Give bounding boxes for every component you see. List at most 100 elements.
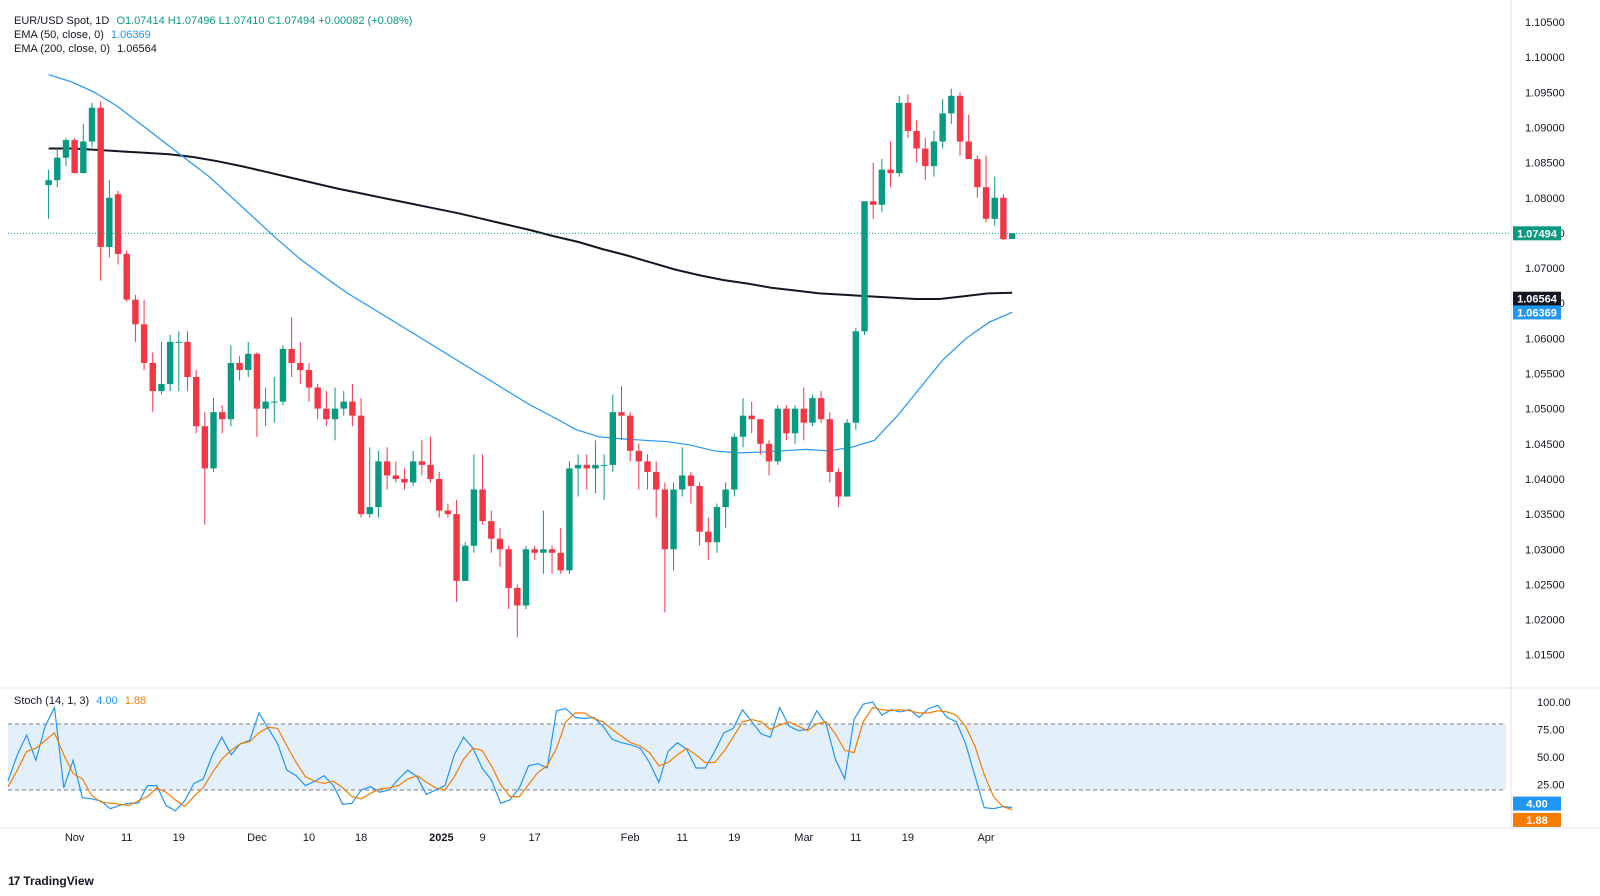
candle-body	[479, 489, 486, 522]
candle	[392, 461, 399, 483]
stoch-k-path	[7, 701, 1013, 812]
candles	[45, 88, 1016, 638]
candle-body	[323, 408, 330, 420]
time-tick-label: 9	[480, 832, 486, 844]
candle-body	[210, 412, 217, 469]
candle	[71, 137, 78, 174]
stoch-legend[interactable]: Stoch (14, 1, 3) 4.00 1.88	[14, 694, 150, 708]
time-tick-label: 11	[121, 832, 132, 844]
candle-body	[201, 426, 209, 469]
candle-body	[791, 408, 799, 434]
stoch-d-path	[7, 706, 1013, 811]
candle-body	[505, 549, 512, 588]
candle	[843, 419, 851, 497]
candle	[88, 102, 96, 148]
ema200-legend-label: EMA (200, close, 0)	[14, 43, 110, 55]
stoch-d-badge-bg	[1513, 812, 1561, 827]
candle-body	[123, 253, 130, 300]
candle-body	[71, 140, 78, 174]
candle	[253, 352, 261, 437]
candle-body	[696, 485, 703, 532]
candle-body	[757, 419, 764, 444]
candle-body	[991, 197, 998, 219]
candle	[817, 391, 825, 423]
stoch-d-value: 1.88	[124, 695, 147, 707]
ema50-line	[48, 74, 1013, 454]
price-tick-label: 1.08000	[1525, 193, 1565, 205]
ema50-legend-value: 1.06369	[110, 29, 151, 41]
candle-body	[245, 353, 252, 370]
candle	[314, 384, 321, 420]
candle	[635, 443, 643, 490]
candle	[583, 454, 590, 490]
candle	[62, 137, 70, 167]
tradingview-brand[interactable]: 17 TradingView	[8, 874, 94, 888]
ema50-legend-label: EMA (50, close, 0)	[14, 29, 104, 41]
candle	[548, 545, 556, 574]
last-price-badge-bg	[1513, 226, 1561, 241]
candle-body	[913, 130, 920, 149]
ohlc-values: O1.07414 H1.07496 L1.07410 C1.07494 +0.0…	[116, 15, 413, 27]
candle-body	[375, 461, 382, 508]
candle	[227, 345, 235, 427]
candle	[956, 92, 964, 156]
candle-body	[236, 362, 243, 370]
price-tick-label: 1.04000	[1525, 474, 1565, 486]
price-tick-label: 1.06000	[1525, 333, 1565, 345]
candle	[531, 545, 538, 560]
candle	[158, 341, 165, 395]
candle	[522, 545, 530, 610]
candle-body	[774, 408, 781, 462]
symbol-legend: EUR/USD Spot, 1D O1.07414 H1.07496 L1.07…	[14, 14, 416, 28]
candle	[505, 545, 512, 610]
candle-body	[453, 514, 460, 581]
candle-body	[331, 408, 339, 420]
candle	[948, 88, 955, 124]
candle	[401, 468, 408, 490]
candle	[696, 482, 703, 546]
time-tick-label: Mar	[794, 832, 813, 844]
ema50-badge: 1.06369	[1517, 307, 1557, 319]
candle-body	[314, 387, 321, 409]
candle	[982, 155, 990, 223]
time-tick-label: Feb	[621, 832, 640, 844]
stoch-k-value: 4.00	[96, 695, 118, 707]
stoch-band	[8, 723, 1506, 791]
candle-body	[140, 324, 148, 363]
price-tick-label: 1.04500	[1525, 439, 1565, 451]
candle	[878, 159, 886, 212]
price-tick-label: 1.01500	[1525, 650, 1565, 662]
candle-body	[930, 141, 938, 167]
candle	[375, 450, 382, 518]
candle	[644, 454, 651, 490]
tradingview-logo-icon: 17	[8, 874, 20, 888]
candle-body	[566, 468, 573, 571]
candle-body	[462, 545, 469, 581]
candle-body	[514, 587, 521, 606]
candle	[800, 387, 807, 441]
candle	[887, 141, 894, 188]
candle-body	[219, 412, 226, 420]
time-tick-label: 11	[677, 832, 688, 844]
ema200-path	[48, 147, 1013, 300]
ema50-legend[interactable]: EMA (50, close, 0) 1.06369	[14, 28, 155, 42]
candle	[245, 341, 252, 378]
stoch-k-badge: 4.00	[1526, 799, 1547, 811]
candle-body	[583, 464, 590, 469]
candle-body	[618, 412, 625, 416]
candle	[436, 471, 443, 518]
candle	[757, 419, 764, 455]
candle-body	[896, 102, 903, 174]
candle-body	[158, 384, 165, 392]
candle	[192, 369, 200, 434]
candle-body	[409, 461, 417, 483]
candle-body	[88, 107, 96, 142]
ema200-legend[interactable]: EMA (200, close, 0) 1.06564	[14, 42, 161, 56]
symbol-title[interactable]: EUR/USD Spot, 1D	[14, 15, 110, 27]
candle-body	[609, 412, 616, 465]
candle-body	[54, 157, 61, 181]
candle	[861, 201, 868, 335]
candle	[783, 405, 790, 441]
candle	[279, 345, 287, 406]
candle-body	[557, 552, 564, 571]
